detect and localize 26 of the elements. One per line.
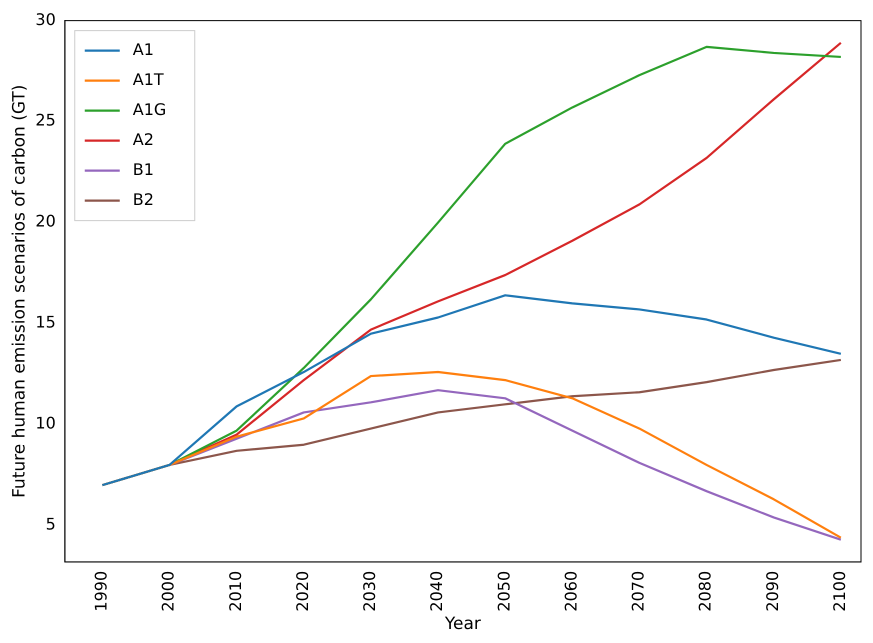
x-tick-label: 2090 xyxy=(762,570,782,612)
x-tick-label: 2020 xyxy=(292,570,312,612)
y-tick-label: 5 xyxy=(46,514,56,534)
y-tick-label: 20 xyxy=(35,212,56,231)
legend-label: A1 xyxy=(132,40,154,59)
y-tick-label: 25 xyxy=(35,110,56,130)
x-axis-title: Year xyxy=(444,614,481,634)
legend-label: A1G xyxy=(132,100,166,119)
x-tick-label: 2010 xyxy=(226,570,245,612)
x-tick-label: 2050 xyxy=(494,570,514,612)
x-tick-label: 2040 xyxy=(427,570,446,612)
y-axis-title: Future human emission scenarios of carbon (GT) xyxy=(10,84,30,498)
y-tick-label: 30 xyxy=(35,10,56,29)
x-tick-label: 2100 xyxy=(830,570,850,612)
legend-label: A1T xyxy=(132,70,164,89)
legend-label: B2 xyxy=(132,190,154,209)
y-tick-label: 10 xyxy=(35,414,56,433)
x-tick-label: 1990 xyxy=(92,570,111,612)
x-tick-label: 2060 xyxy=(561,570,580,612)
legend-label: A2 xyxy=(132,130,154,149)
x-tick-label: 2000 xyxy=(158,570,178,612)
legend-label: B1 xyxy=(132,160,154,179)
y-tick-label: 15 xyxy=(35,312,56,332)
x-tick-label: 2070 xyxy=(628,570,648,612)
x-tick-label: 2080 xyxy=(696,570,715,612)
x-tick-label: 2030 xyxy=(360,570,380,612)
